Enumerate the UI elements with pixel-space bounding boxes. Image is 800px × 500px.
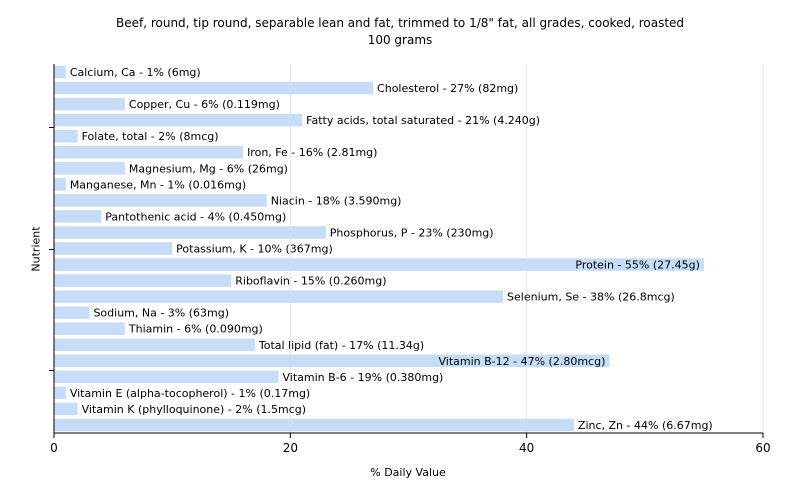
bar <box>54 226 326 239</box>
bar-label: Vitamin E (alpha-tocopherol) - 1% (0.17m… <box>70 387 310 400</box>
x-tick-label: 0 <box>50 441 58 455</box>
bar <box>54 338 255 352</box>
bar <box>54 370 279 384</box>
bar <box>54 129 78 143</box>
x-tick-label: 40 <box>519 441 534 455</box>
bar-label: Riboflavin - 15% (0.260mg) <box>235 275 386 288</box>
bar <box>54 145 244 159</box>
bar <box>54 290 504 303</box>
x-tick-label: 20 <box>283 441 298 455</box>
bar-label: Pantothenic acid - 4% (0.450mg) <box>105 210 286 223</box>
bar <box>54 194 267 207</box>
bar-label: Magnesium, Mg - 6% (26mg) <box>129 162 288 175</box>
bar <box>54 242 173 255</box>
x-axis-label: % Daily Value <box>370 466 446 479</box>
bar-label: Fatty acids, total saturated - 21% (4.24… <box>306 114 540 127</box>
bar-label: Cholesterol - 27% (82mg) <box>377 82 518 95</box>
bar <box>54 402 78 416</box>
bar <box>54 258 704 271</box>
bar <box>54 210 102 223</box>
bar <box>54 322 125 335</box>
bar <box>54 65 66 79</box>
bar-label: Vitamin B-6 - 19% (0.380mg) <box>283 371 444 384</box>
bar-label: Folate, total - 2% (8mcg) <box>82 130 219 143</box>
bar-label: Manganese, Mn - 1% (0.016mg) <box>70 178 246 191</box>
chart-title: Beef, round, tip round, separable lean a… <box>115 16 685 30</box>
bar-label: Protein - 55% (27.45g) <box>575 259 700 272</box>
bar <box>54 354 610 368</box>
bar-label: Selenium, Se - 38% (26.8mcg) <box>507 291 675 304</box>
bar <box>54 418 574 432</box>
bar <box>54 306 90 319</box>
x-tick-label: 60 <box>755 441 770 455</box>
bar-label: Copper, Cu - 6% (0.119mg) <box>129 98 280 111</box>
bar-label: Niacin - 18% (3.590mg) <box>271 194 402 207</box>
bar-label: Potassium, K - 10% (367mg) <box>176 243 333 256</box>
bar <box>54 178 66 191</box>
bar <box>54 162 125 175</box>
bar <box>54 97 125 111</box>
bar-label: Iron, Fe - 16% (2.81mg) <box>247 146 377 159</box>
bar <box>54 81 374 95</box>
chart-subtitle: 100 grams <box>367 33 433 47</box>
bar-label: Sodium, Na - 3% (63mg) <box>93 307 229 320</box>
bar-label: Vitamin B-12 - 47% (2.80mcg) <box>439 355 606 368</box>
bar-label: Calcium, Ca - 1% (6mg) <box>70 66 201 79</box>
bar-label: Total lipid (fat) - 17% (11.34g) <box>258 339 424 352</box>
bar-label: Phosphorus, P - 23% (230mg) <box>330 226 494 239</box>
bar <box>54 274 232 287</box>
bar-label: Vitamin K (phylloquinone) - 2% (1.5mcg) <box>82 403 306 416</box>
bar <box>54 113 303 127</box>
bar <box>54 386 66 400</box>
bar-label: Zinc, Zn - 44% (6.67mg) <box>578 419 713 432</box>
bar-label: Thiamin - 6% (0.090mg) <box>128 323 263 336</box>
